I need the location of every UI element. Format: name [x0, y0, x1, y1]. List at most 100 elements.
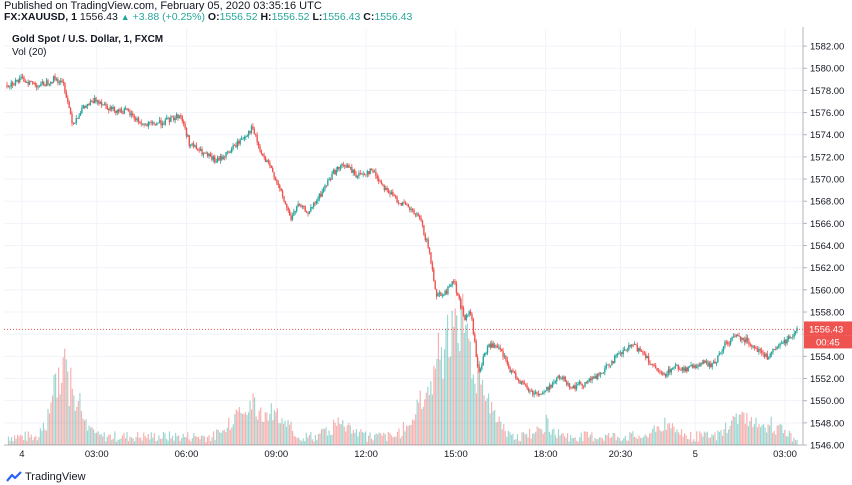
candle-body — [707, 361, 709, 367]
volume-bar — [255, 416, 257, 445]
candle-body — [729, 340, 732, 345]
candle-body — [375, 171, 377, 177]
volume-bar — [630, 433, 632, 445]
volume-bar — [132, 438, 134, 445]
y-tick-label: 1576.00 — [810, 108, 844, 119]
volume-bar — [454, 308, 456, 445]
candle-body — [269, 162, 271, 166]
candle-body — [133, 115, 135, 119]
volume-bar — [170, 438, 172, 445]
candle-body — [218, 157, 220, 161]
volume-bar — [443, 349, 446, 445]
volume-bar — [778, 425, 780, 445]
candle-body — [219, 155, 222, 161]
candle-body — [540, 393, 542, 395]
volume-bar — [197, 436, 199, 445]
candle-body — [773, 349, 776, 350]
volume-bar — [793, 437, 795, 445]
candle-body — [700, 362, 702, 367]
candle-body — [356, 176, 359, 178]
volume-bar — [659, 430, 661, 445]
candle-body — [151, 122, 154, 123]
volume-bar — [756, 427, 759, 445]
volume-bar — [10, 437, 13, 445]
candle-body — [328, 179, 330, 181]
chart-area[interactable]: 1546.00 1548.00 1550.00 1552.00 1554.00 1556.… — [0, 27, 852, 463]
volume-bar — [323, 429, 326, 445]
candle-body — [127, 109, 130, 112]
volume-bar — [791, 441, 794, 445]
volume-bar — [635, 437, 637, 445]
candle-body — [105, 103, 107, 107]
volume-bar — [15, 438, 17, 445]
tradingview-footer[interactable]: TradingView — [6, 469, 86, 485]
volume-bar — [278, 422, 280, 445]
price-change: +3.88 (+0.25%) — [132, 11, 205, 23]
volume-bar — [89, 427, 92, 445]
candle-body — [765, 353, 767, 357]
candle-body — [160, 120, 162, 126]
candle-body — [738, 335, 740, 337]
x-tick-label: 12:00 — [354, 449, 378, 460]
volume-bar — [357, 436, 359, 445]
volume-bar — [351, 433, 353, 445]
volume-bar — [606, 435, 608, 445]
volume-bar — [633, 436, 636, 445]
volume-bar — [721, 435, 724, 445]
volume-bar — [796, 439, 798, 445]
volume-bar — [743, 412, 745, 445]
candle-body — [382, 184, 384, 186]
candle-body — [673, 367, 675, 368]
candle-body — [192, 143, 195, 147]
candle-body — [27, 82, 29, 85]
candle-body — [238, 141, 240, 144]
volume-bar — [310, 431, 312, 445]
volume-bar — [662, 430, 664, 445]
x-tick-label: 03:00 — [773, 449, 797, 460]
candle-body — [243, 136, 246, 139]
volume-bar — [100, 433, 102, 445]
candle-body — [776, 346, 778, 350]
volume-bar — [608, 433, 610, 445]
volume-bar — [459, 351, 461, 445]
volume-bar — [687, 439, 689, 445]
volume-bar — [287, 420, 289, 445]
candle-body — [529, 390, 531, 392]
candle-body — [491, 343, 493, 348]
candle-body — [722, 346, 725, 352]
candle-body — [24, 81, 27, 83]
candle-body — [130, 113, 133, 116]
candle-body — [235, 145, 237, 148]
volume-bar — [241, 413, 244, 445]
price-chart[interactable]: 1546.00 1548.00 1550.00 1552.00 1554.00 1556.… — [0, 27, 852, 463]
candle-body — [796, 327, 798, 332]
volume-bar — [430, 381, 432, 445]
candle-body — [62, 81, 65, 84]
volume-bar — [690, 431, 692, 445]
candle-body — [194, 145, 196, 147]
volume-bar — [395, 436, 397, 445]
volume-bar — [638, 435, 640, 445]
candle-body — [426, 239, 428, 241]
candle-body — [635, 344, 637, 346]
candle-body — [108, 109, 110, 111]
candle-body — [599, 373, 602, 375]
candle-body — [577, 384, 579, 386]
candle-body — [481, 364, 483, 369]
volume-bar — [219, 432, 221, 445]
volume-bar — [339, 423, 341, 445]
legend-volume: Vol (20) — [12, 47, 47, 58]
candle-body — [420, 217, 422, 221]
candle-body — [636, 345, 639, 352]
candle-body — [548, 384, 551, 390]
volume-bar — [80, 410, 83, 445]
candle-body — [695, 366, 698, 368]
volume-bar — [117, 439, 119, 445]
volume-bar — [759, 427, 762, 445]
volume-bar — [42, 422, 45, 445]
volume-bar — [24, 431, 26, 445]
candle-body — [17, 80, 19, 83]
volume-bar — [685, 435, 687, 445]
volume-bar — [9, 440, 11, 445]
candle-body — [335, 170, 337, 175]
